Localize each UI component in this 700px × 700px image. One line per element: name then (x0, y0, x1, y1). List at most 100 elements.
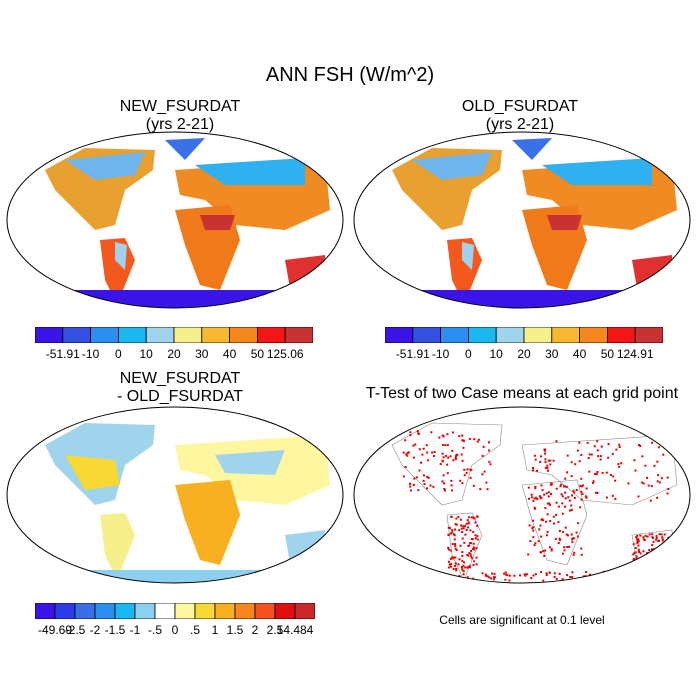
significant-cell (452, 567, 455, 570)
significant-cell (633, 459, 636, 462)
significant-cell (651, 554, 654, 557)
panel1-title: NEW_FSURDAT (yrs 2-21) (10, 98, 350, 134)
significant-cell (426, 487, 429, 490)
colorbar-swatch (94, 603, 116, 619)
significant-cell (548, 571, 551, 574)
significant-cell (658, 550, 661, 553)
significant-cell (555, 501, 558, 504)
significant-cell (402, 475, 405, 478)
significant-cell (461, 568, 464, 571)
significant-cell (415, 574, 418, 577)
significant-cell (441, 434, 444, 437)
significant-cell (432, 580, 435, 583)
significant-cell (450, 563, 453, 566)
significant-cell (534, 507, 537, 510)
significant-cell (580, 547, 583, 550)
significant-cell (462, 440, 465, 443)
significant-cell (637, 538, 640, 541)
significant-cell (637, 548, 640, 551)
significant-cell (477, 438, 480, 441)
significant-cell (475, 563, 478, 566)
significant-cell (412, 483, 415, 486)
colorbar-swatch (229, 327, 258, 343)
significant-cell (460, 527, 463, 530)
significant-cell (468, 552, 471, 555)
significant-cell (563, 549, 566, 552)
significant-cell (457, 563, 460, 566)
significant-cell (639, 534, 642, 537)
colorbar-swatch (551, 327, 581, 343)
significant-cell (503, 572, 506, 575)
significant-cell (661, 539, 664, 542)
significant-cell (638, 550, 641, 553)
significant-cell (570, 475, 573, 478)
significant-cell (559, 485, 562, 488)
significant-cell (441, 459, 444, 462)
significant-cell (573, 496, 576, 499)
significant-cell (473, 517, 476, 520)
significant-cell (594, 472, 597, 475)
significant-cell (420, 461, 423, 464)
colorbar-label: 20 (517, 347, 531, 361)
colorbar-label: 40 (222, 347, 237, 361)
significant-cell (459, 544, 462, 547)
significant-cell (533, 506, 536, 509)
significant-cell (614, 497, 617, 500)
significant-cell (573, 551, 576, 554)
significant-cell (669, 549, 672, 552)
panel1-colorbar-labels: -51.91 -10 0 10 20 30 40 50 125.06 (35, 347, 313, 363)
colorbar-swatch (256, 327, 286, 343)
significant-cell (637, 544, 640, 547)
significant-cell (454, 458, 457, 461)
colorbar-swatch (35, 603, 56, 619)
significant-cell (632, 543, 635, 546)
significant-cell (406, 452, 409, 455)
significant-cell (545, 492, 548, 495)
significant-cell (580, 498, 583, 501)
significant-cell (609, 571, 612, 574)
significant-cell (557, 505, 560, 508)
colorbar-label: -10 (81, 347, 100, 361)
panel2-map (353, 131, 691, 309)
significant-cell (548, 546, 551, 549)
significant-cell (661, 536, 664, 539)
significant-cell (651, 575, 654, 578)
significant-cell (585, 487, 588, 490)
significant-cell (612, 475, 615, 478)
significant-cell (462, 573, 465, 576)
significant-cell (660, 560, 663, 563)
significant-cell (549, 459, 552, 462)
significant-cell (455, 453, 458, 456)
colorbar-label: 0 (115, 347, 122, 361)
significant-cell (493, 573, 496, 576)
significant-cell (474, 537, 477, 540)
significant-cell (476, 524, 479, 527)
significant-cell (451, 449, 454, 452)
significant-cell (430, 431, 433, 434)
significant-cell (582, 484, 585, 487)
significant-cell (449, 549, 452, 552)
significant-cell (432, 455, 435, 458)
significant-cell (539, 461, 542, 464)
significant-cell (447, 566, 450, 569)
significant-cell (487, 576, 490, 579)
significant-cell (488, 460, 491, 463)
significant-cell (652, 540, 655, 543)
significant-cell (603, 572, 606, 575)
colorbar-swatch (234, 603, 256, 619)
significant-cell (633, 552, 636, 555)
significant-cell (662, 453, 665, 456)
significant-cell (407, 580, 410, 583)
significant-cell (429, 571, 432, 574)
significant-cell (433, 451, 436, 454)
significant-cell (588, 573, 591, 576)
significant-cell (505, 573, 508, 576)
colorbar-label: 50 (600, 347, 615, 361)
significant-cell (552, 459, 555, 462)
significant-cell (570, 504, 573, 507)
significant-cell (458, 529, 461, 532)
significant-cell (454, 556, 457, 559)
significant-cell (580, 477, 583, 480)
significant-cell (450, 484, 453, 487)
significant-cell (471, 548, 474, 551)
